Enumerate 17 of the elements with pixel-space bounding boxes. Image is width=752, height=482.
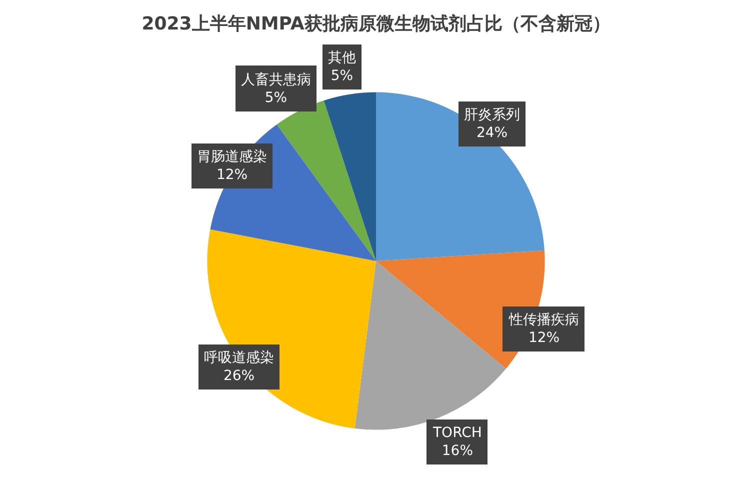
slice-label: 胃肠道感染 <box>197 149 267 165</box>
slice-label: 其他 <box>328 50 356 66</box>
data-label: 5% <box>330 68 354 84</box>
data-label: 24% <box>476 125 508 142</box>
data-label: 26% <box>223 368 255 384</box>
pie-slice <box>324 92 376 261</box>
data-label: 5% <box>264 90 288 106</box>
chart-title: 2023上半年NMPA获批病原微生物试剂占比（不含新冠） <box>142 13 610 34</box>
data-label: 16% <box>442 443 474 460</box>
data-label: 12% <box>528 330 560 346</box>
slice-label: 人畜共患病 <box>241 71 311 88</box>
slice-label: TORCH <box>432 425 482 441</box>
slice-label: 肝炎系列 <box>464 107 520 123</box>
slice-label: 性传播疾病 <box>508 312 579 328</box>
data-label: 12% <box>216 167 248 184</box>
pie-slice <box>376 92 544 261</box>
slice-label: 呼吸道感染 <box>204 350 274 366</box>
